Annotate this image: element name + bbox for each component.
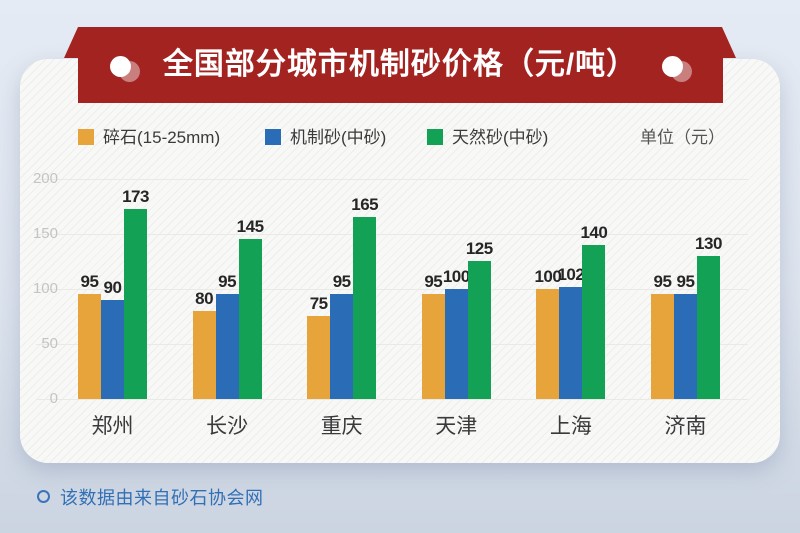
legend-swatch-icon xyxy=(78,129,94,145)
legend-item-2: 天然砂(中砂) xyxy=(427,129,548,147)
bar-value-label: 125 xyxy=(465,239,493,258)
ribbon-shape xyxy=(64,27,736,103)
legend-swatch-icon xyxy=(427,129,443,145)
bar-天津-series-1: 100 xyxy=(443,267,470,399)
bar-天津-series-0: 95 xyxy=(421,272,445,399)
bar-group-天津: 95 100 125 xyxy=(421,239,493,399)
bar-value-label: 130 xyxy=(695,234,722,253)
x-axis-label-天津: 天津 xyxy=(435,415,478,438)
legend-item-label: 天然砂(中砂) xyxy=(452,128,549,147)
bar-value-label: 100 xyxy=(442,267,470,286)
bar-group-长沙: 80 95 145 xyxy=(192,217,264,399)
bar-郑州-series-2: 173 xyxy=(122,187,149,399)
bar-济南-series-0: 95 xyxy=(650,272,674,399)
legend-item-0: 碎石(15-25mm) xyxy=(78,129,220,147)
x-axis-label-济南: 济南 xyxy=(664,415,707,438)
bar-天津-series-2: 125 xyxy=(466,239,493,399)
bar-value-label: 95 xyxy=(653,272,672,291)
legend-item-1: 机制砂(中砂) xyxy=(265,129,386,147)
gridline-50 xyxy=(36,343,748,345)
bar-长沙-series-1: 95 xyxy=(215,272,239,399)
y-axis-tick-label: 0 xyxy=(49,390,58,407)
bar-value-label: 95 xyxy=(332,272,351,291)
bar-group-上海: 100 102 140 xyxy=(534,223,608,399)
bar-value-label: 95 xyxy=(218,272,237,291)
bar-value-label: 95 xyxy=(80,272,99,291)
x-axis-label-上海: 上海 xyxy=(549,415,592,438)
bar-济南-series-2: 130 xyxy=(695,234,722,399)
bar-上海-series-0: 100 xyxy=(534,267,562,399)
bar-重庆-series-0: 75 xyxy=(307,294,331,399)
ribbon-dot-left-icon xyxy=(110,56,140,82)
y-axis-tick-label: 50 xyxy=(41,335,58,352)
y-axis-tick-label: 150 xyxy=(32,225,58,242)
bar-value-label: 140 xyxy=(580,223,608,242)
page-title: 全国部分城市机制砂价格（元/吨） xyxy=(162,48,638,81)
legend-item-label: 机制砂(中砂) xyxy=(290,128,387,147)
legend-swatch-icon xyxy=(265,129,281,145)
y-axis-tick-label: 100 xyxy=(32,280,58,297)
bar-重庆-series-2: 165 xyxy=(351,195,379,399)
x-axis-label-郑州: 郑州 xyxy=(91,415,134,438)
bar-groups: 95 90 173 80 95 145 75 95 165 95 100 125 100 102 140 95… xyxy=(78,159,722,399)
bar-郑州-series-1: 90 xyxy=(101,278,124,399)
footer-note: 该数据由来自砂石协会网 xyxy=(60,488,264,508)
bar-上海-series-1: 102 xyxy=(557,265,585,399)
gridline-200 xyxy=(36,178,748,180)
bar-value-label: 75 xyxy=(309,294,328,313)
bar-value-label: 173 xyxy=(122,187,149,206)
gridline-100 xyxy=(36,288,748,290)
bar-value-label: 145 xyxy=(236,217,264,236)
gridline-0 xyxy=(36,398,748,400)
unit-label: 单位（元） xyxy=(640,128,725,147)
bar-value-label: 95 xyxy=(676,272,695,291)
bar-group-济南: 95 95 130 xyxy=(650,234,722,399)
bar-上海-series-2: 140 xyxy=(580,223,608,399)
bar-长沙-series-0: 80 xyxy=(192,289,216,399)
bar-value-label: 90 xyxy=(103,278,122,297)
bar-长沙-series-2: 145 xyxy=(237,217,264,399)
bar-value-label: 102 xyxy=(557,265,585,284)
x-axis-label-长沙: 长沙 xyxy=(206,415,249,438)
bar-济南-series-1: 95 xyxy=(673,272,697,399)
legend: 碎石(15-25mm) 机制砂(中砂) 天然砂(中砂) xyxy=(0,129,800,149)
gridline-150 xyxy=(36,233,748,235)
bar-重庆-series-1: 95 xyxy=(330,272,354,399)
bar-value-label: 100 xyxy=(534,267,562,286)
bar-group-重庆: 75 95 165 xyxy=(307,195,379,399)
x-axis-label-重庆: 重庆 xyxy=(320,415,363,438)
bar-value-label: 165 xyxy=(351,195,379,214)
footer-bullet-icon xyxy=(37,490,50,503)
x-axis-labels: 郑州 长沙 重庆 天津 上海 济南 xyxy=(78,410,720,440)
legend-item-label: 碎石(15-25mm) xyxy=(103,128,221,147)
bar-郑州-series-0: 95 xyxy=(78,272,101,399)
y-axis-tick-label: 200 xyxy=(32,170,58,187)
bar-value-label: 95 xyxy=(424,272,443,291)
ribbon-dot-right-icon xyxy=(662,56,692,82)
ribbon-banner xyxy=(64,27,736,103)
bar-group-郑州: 95 90 173 xyxy=(78,187,149,399)
bar-value-label: 80 xyxy=(195,289,214,308)
